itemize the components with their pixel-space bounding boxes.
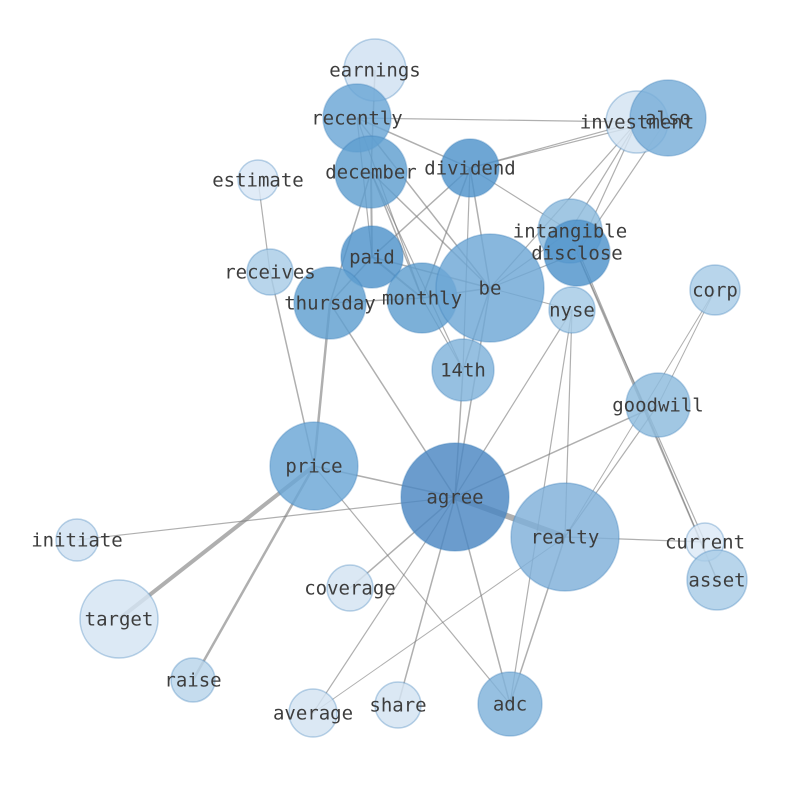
node-label-goodwill: goodwill	[612, 395, 704, 417]
node-receives	[246, 248, 294, 296]
node-share	[374, 681, 422, 729]
node-realty	[510, 482, 620, 592]
node-corp	[689, 264, 741, 316]
node-label-coverage: coverage	[304, 578, 396, 600]
edge-price-adc	[313, 465, 511, 705]
node-label-raise: raise	[164, 670, 221, 692]
node-label-december: december	[325, 162, 417, 184]
node-coverage	[326, 564, 374, 612]
node-label-share: share	[369, 695, 426, 717]
node-disclose	[543, 219, 611, 287]
node-14th	[431, 338, 495, 402]
node-label-intangible: intangible	[513, 221, 627, 243]
node-label-recently: recently	[311, 108, 403, 130]
node-goodwill	[625, 372, 691, 438]
node-asset	[686, 549, 748, 611]
node-target	[79, 579, 159, 659]
node-label-monthly: monthly	[382, 288, 462, 310]
node-label-estimate: estimate	[212, 170, 304, 192]
node-label-14th: 14th	[440, 360, 486, 382]
node-label-thursday: thursday	[284, 293, 376, 315]
node-layer	[55, 38, 748, 738]
node-initiate	[55, 518, 99, 562]
node-raise	[170, 657, 216, 703]
node-label-dividend: dividend	[424, 158, 516, 180]
node-label-realty: realty	[531, 527, 600, 549]
node-be	[435, 233, 545, 343]
node-label-also: also	[645, 108, 691, 130]
node-agree	[400, 442, 510, 552]
node-adc	[477, 671, 543, 737]
node-label-corp: corp	[692, 280, 738, 302]
edge-agree-initiate	[76, 496, 456, 541]
node-price	[269, 421, 359, 511]
edge-recently-investment	[356, 117, 638, 123]
node-label-be: be	[479, 278, 502, 300]
node-label-investment: investment	[580, 112, 694, 134]
node-dividend	[440, 138, 500, 198]
node-also	[629, 79, 707, 157]
node-label-nyse: nyse	[549, 300, 595, 322]
node-average	[288, 688, 338, 738]
node-label-initiate: initiate	[31, 530, 123, 552]
node-label-average: average	[273, 703, 353, 725]
node-label-asset: asset	[688, 570, 745, 592]
node-paid	[340, 225, 404, 289]
node-thursday	[293, 266, 367, 340]
node-nyse	[548, 286, 596, 334]
node-label-current: current	[665, 532, 745, 554]
node-label-earnings: earnings	[329, 60, 421, 82]
node-label-agree: agree	[426, 487, 483, 509]
node-label-receives: receives	[224, 262, 316, 284]
node-label-paid: paid	[349, 247, 395, 269]
node-label-disclose: disclose	[531, 243, 623, 265]
node-estimate	[237, 159, 279, 201]
node-december	[334, 135, 408, 209]
node-label-price: price	[285, 456, 342, 478]
node-label-target: target	[85, 609, 154, 631]
node-label-adc: adc	[493, 694, 527, 716]
